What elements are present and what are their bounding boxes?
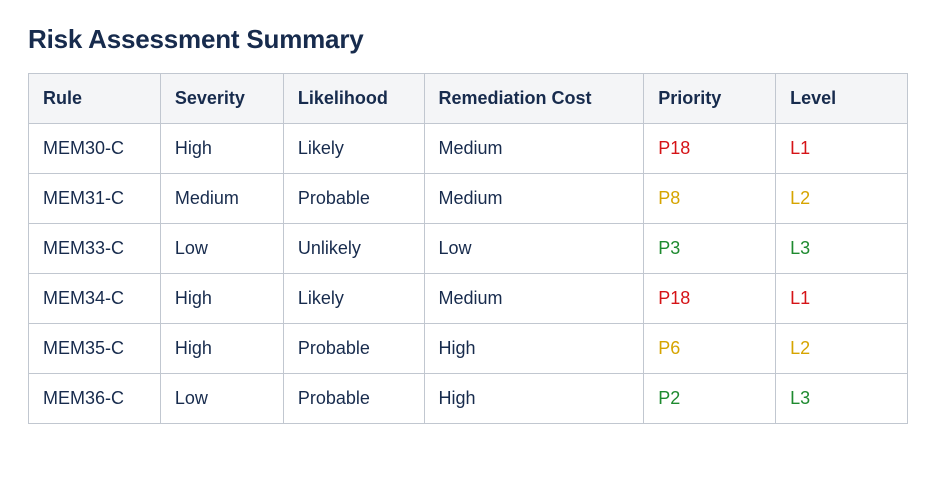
cell-priority: P6 <box>644 324 776 374</box>
cell-level: L2 <box>776 174 908 224</box>
cell-priority: P8 <box>644 174 776 224</box>
cell-severity: High <box>160 274 283 324</box>
cell-remediation: Medium <box>424 174 644 224</box>
cell-priority: P3 <box>644 224 776 274</box>
col-header: Likelihood <box>283 74 424 124</box>
table-row: MEM30-CHighLikelyMediumP18L1 <box>29 124 908 174</box>
col-header: Remediation Cost <box>424 74 644 124</box>
cell-severity: Medium <box>160 174 283 224</box>
cell-likelihood: Probable <box>283 374 424 424</box>
col-header: Priority <box>644 74 776 124</box>
cell-remediation: Medium <box>424 124 644 174</box>
cell-rule: MEM33-C <box>29 224 161 274</box>
cell-level: L1 <box>776 124 908 174</box>
table-row: MEM34-CHighLikelyMediumP18L1 <box>29 274 908 324</box>
cell-remediation: Low <box>424 224 644 274</box>
table-row: MEM33-CLowUnlikelyLowP3L3 <box>29 224 908 274</box>
cell-remediation: High <box>424 324 644 374</box>
cell-severity: Low <box>160 374 283 424</box>
cell-likelihood: Likely <box>283 124 424 174</box>
cell-severity: High <box>160 124 283 174</box>
cell-severity: High <box>160 324 283 374</box>
cell-remediation: High <box>424 374 644 424</box>
cell-level: L1 <box>776 274 908 324</box>
cell-likelihood: Probable <box>283 324 424 374</box>
cell-rule: MEM31-C <box>29 174 161 224</box>
cell-likelihood: Likely <box>283 274 424 324</box>
cell-priority: P18 <box>644 124 776 174</box>
col-header: Rule <box>29 74 161 124</box>
cell-level: L3 <box>776 374 908 424</box>
cell-rule: MEM36-C <box>29 374 161 424</box>
cell-priority: P2 <box>644 374 776 424</box>
cell-likelihood: Probable <box>283 174 424 224</box>
cell-priority: P18 <box>644 274 776 324</box>
col-header: Severity <box>160 74 283 124</box>
risk-table: RuleSeverityLikelihoodRemediation CostPr… <box>28 73 908 424</box>
cell-rule: MEM35-C <box>29 324 161 374</box>
table-header-row: RuleSeverityLikelihoodRemediation CostPr… <box>29 74 908 124</box>
col-header: Level <box>776 74 908 124</box>
cell-likelihood: Unlikely <box>283 224 424 274</box>
table-row: MEM31-CMediumProbableMediumP8L2 <box>29 174 908 224</box>
cell-rule: MEM30-C <box>29 124 161 174</box>
cell-rule: MEM34-C <box>29 274 161 324</box>
table-row: MEM36-CLowProbableHighP2L3 <box>29 374 908 424</box>
cell-level: L3 <box>776 224 908 274</box>
page-title: Risk Assessment Summary <box>28 24 908 55</box>
cell-remediation: Medium <box>424 274 644 324</box>
cell-severity: Low <box>160 224 283 274</box>
table-row: MEM35-CHighProbableHighP6L2 <box>29 324 908 374</box>
cell-level: L2 <box>776 324 908 374</box>
